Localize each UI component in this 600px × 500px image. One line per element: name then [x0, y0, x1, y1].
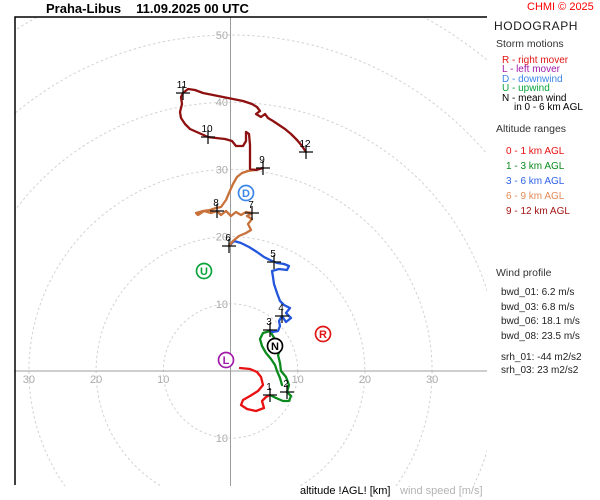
altitude-marker-12km: 12 — [299, 139, 313, 159]
legend-item: bwd_08: 23.5 m/s — [501, 331, 580, 343]
hodograph-segment-0-1kmAGL — [238, 366, 272, 413]
speed-ring-10 — [162, 303, 299, 439]
storm-motion-marker-U: U — [195, 262, 213, 280]
altitude-marker-label: 5 — [270, 249, 276, 260]
marker-units-caption: altitude !AGL! [km] — [300, 485, 391, 497]
altitude-marker-7km: 7 — [245, 200, 259, 220]
storm-motion-letter: D — [242, 188, 250, 200]
altitude-marker-9km: 9 — [256, 155, 270, 175]
altitude-marker-11km: 11 — [176, 80, 190, 100]
legend-item: srh_01: -44 m2/s2 — [501, 352, 582, 363]
altitude-marker-5km: 5 — [267, 249, 281, 269]
legend-item: 9 - 12 km AGL — [506, 206, 570, 217]
legend-item: L - left mover — [502, 64, 560, 76]
bulk-wind-difference-values: bwd_01: 6.2 m/s bwd_03: 6.8 m/s bwd_06: 18… — [501, 286, 580, 345]
storm-motion-marker-N: N — [266, 337, 284, 355]
legend-item: R - right mover — [502, 55, 569, 66]
altitude-marker-label: 1 — [266, 382, 272, 393]
altitude-marker-3km: 3 — [263, 317, 277, 337]
speed-ring-20 — [95, 236, 366, 486]
chmi-watermark: CHMI © 2025 — [527, 1, 594, 13]
hodograph-segment-9-12kmAGL — [178, 87, 308, 172]
storm-relative-helicity-values: srh_01: -44 m2/s2 srh_03: 23 m2/s2 — [501, 351, 582, 378]
legend-item: bwd_01: 6.2 m/s — [501, 287, 575, 298]
storm-motion-marker-L: L — [217, 351, 235, 369]
storm-motion-marker-D: D — [237, 184, 255, 202]
axis-tick-label: 10 — [216, 299, 228, 311]
altitude-marker-label: 6 — [225, 233, 231, 244]
altitude-marker-label: 10 — [201, 124, 213, 135]
altitude-marker-label: 7 — [248, 200, 254, 211]
legend-item: D - downwind — [502, 73, 563, 85]
altitude-marker-8km: 8 — [210, 198, 224, 218]
altitude-marker-4km: 4 — [275, 303, 289, 323]
panel-heading: HODOGRAPH — [494, 19, 579, 33]
legend-item: N - mean wind — [502, 92, 567, 104]
legend-item: 0 - 1 km AGL — [506, 146, 565, 157]
station-name: Praha-Libus — [46, 1, 122, 16]
storm-motion-letter: N — [271, 341, 279, 353]
speed-ring-40 — [15, 101, 487, 486]
storm-motions-legend: R - right mover L - left mover D - downwin… — [502, 55, 583, 114]
altitude-marker-label: 12 — [299, 139, 311, 150]
altitude-marker-label: 3 — [266, 317, 272, 328]
altitude-ranges-title: Altitude ranges — [496, 123, 567, 135]
speed-ring-30 — [28, 168, 433, 486]
legend-item: bwd_03: 6.8 m/s — [501, 301, 575, 313]
altitude-marker-label: 11 — [177, 80, 188, 91]
x-axis-units-caption: wind speed [m/s] — [400, 485, 483, 497]
altitude-marker-label: 4 — [278, 303, 284, 314]
storm-motion-marker-R: R — [314, 325, 332, 343]
altitude-marker-label: 8 — [213, 198, 219, 209]
axis-tick-label: 20 — [216, 232, 228, 244]
altitude-marker-2km: 2 — [280, 379, 294, 399]
altitude-marker-10km: 10 — [201, 124, 215, 144]
legend-item: in 0 - 6 km AGL — [514, 102, 583, 114]
legend-item: srh_03: 23 m2/s2 — [501, 365, 579, 377]
axis-tick-label: 20 — [359, 374, 371, 386]
axis-tick-label: 20 — [90, 374, 102, 386]
plot-border — [14, 16, 487, 485]
axis-tick-label: 30 — [216, 164, 228, 176]
sounding-datetime: 11.09.2025 00 UTC — [136, 1, 249, 16]
page-title: Praha-Libus 11.09.2025 00 UTC — [46, 1, 249, 16]
axis-tick-label: 40 — [216, 97, 228, 109]
wind-profile-title: Wind profile — [496, 267, 552, 279]
storm-motion-letter: L — [223, 355, 230, 367]
speed-ring-50 — [15, 34, 487, 155]
altitude-marker-label: 9 — [259, 155, 265, 166]
altitude-marker-6km: 6 — [222, 233, 236, 253]
hodograph-segment-1-3kmAGL — [258, 329, 293, 403]
axis-tick-label: 10 — [157, 374, 169, 386]
legend-item: 1 - 3 km AGL — [506, 161, 565, 172]
hodograph-segment-6-9kmAGL — [194, 166, 265, 248]
storm-motions-title: Storm motions — [496, 38, 564, 50]
axis-tick-label: 50 — [216, 30, 228, 42]
altitude-ranges-legend: 0 - 1 km AGL 1 - 3 km AGL 3 - 6 km AGL 6 - … — [506, 144, 570, 219]
axis-tick-label: 10 — [216, 433, 228, 445]
storm-motion-letter: U — [200, 266, 208, 278]
legend-item: bwd_06: 18.1 m/s — [501, 316, 580, 328]
legend-item: 3 - 6 km AGL — [506, 176, 565, 187]
altitude-marker-1km: 1 — [263, 382, 277, 402]
altitude-marker-label: 2 — [283, 379, 289, 390]
legend-item: U - upwind — [502, 83, 550, 95]
axis-tick-label: 30 — [23, 374, 35, 386]
axis-tick-label: 10 — [292, 374, 304, 386]
hodograph-segment-3-6kmAGL — [227, 239, 293, 334]
legend-item: 6 - 9 km AGL — [506, 191, 565, 202]
axis-tick-label: 30 — [426, 374, 438, 386]
storm-motion-letter: R — [319, 329, 327, 341]
